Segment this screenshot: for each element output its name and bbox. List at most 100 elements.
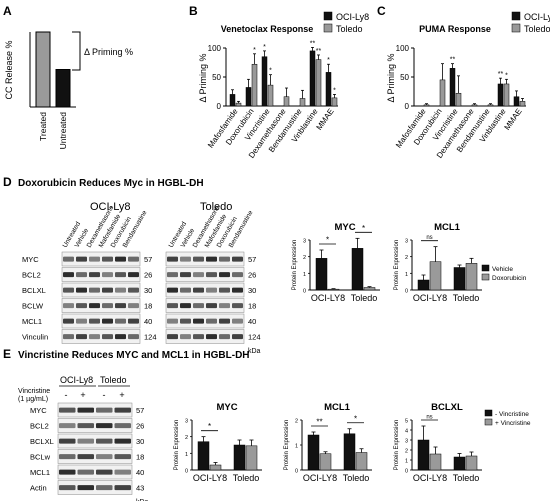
blot-oci-band [76, 256, 87, 262]
blot-toledo-band [206, 334, 217, 340]
tick-label-y: 2 [185, 435, 188, 441]
kda-value: 30 [144, 286, 152, 295]
protein-label-vinculin: Vinculin [22, 333, 48, 342]
blot-oci-band [89, 334, 100, 340]
blot-oci-band [89, 272, 100, 278]
tick-label-y: 100 [396, 44, 410, 53]
bar-vinblastine-oci-ly8 [309, 50, 316, 107]
panel-letter-a: A [3, 4, 12, 18]
blot-oci-band [115, 318, 126, 324]
blot-oci-strip [61, 329, 141, 344]
kda-value: 57 [248, 255, 256, 264]
blot-e-band [77, 438, 94, 444]
blot-toledo-band [193, 256, 204, 262]
blot-toledo-band [167, 256, 178, 262]
tick-label-y: 0 [405, 102, 410, 111]
bar-toledo [351, 248, 364, 291]
protein-label-mcl1: MCL1 [30, 468, 50, 477]
blot-toledo-band [167, 272, 178, 278]
blot-toledo-band [167, 287, 178, 293]
chart-title: MCL1 [434, 222, 461, 233]
significance-star: ** [316, 48, 322, 55]
protein-label-bclxl: BCLXL [30, 437, 54, 446]
blot-oci-band [128, 334, 139, 340]
bar-toledo [363, 287, 376, 291]
blot-toledo-strip [165, 267, 245, 282]
blot-toledo-band [219, 318, 230, 324]
treatment-plus: + [80, 390, 85, 400]
blot-oci-band [89, 256, 100, 262]
y-axis-label: Protein Expression [174, 420, 180, 470]
tick-label-y: 2 [295, 419, 298, 425]
blot-e-band [77, 454, 94, 460]
blot-oci-band [128, 303, 139, 309]
blot-oci-band [102, 303, 113, 309]
blot-toledo-band [167, 318, 178, 324]
blot-toledo-band [180, 287, 191, 293]
significance-star: * [263, 44, 266, 51]
kda-value: 40 [136, 468, 144, 477]
tick-label-oci-ly8: OCI-LY8 [193, 473, 227, 483]
bar-oci-ly8 [429, 261, 442, 291]
bar-mmae-oci-ly8 [325, 72, 332, 107]
blot-e-band [96, 485, 113, 491]
tick-label-mmae: MMAE [503, 107, 524, 132]
blot-e-band [96, 423, 113, 429]
blot-oci-band [115, 303, 126, 309]
bar-toledo [355, 452, 368, 471]
y-axis-label: Δ Priming % [386, 53, 396, 102]
blot-toledo-band [180, 334, 191, 340]
legend-label: Vehicle [492, 266, 513, 273]
protein-label-bcl2: BCL2 [30, 422, 49, 431]
blot-oci-strip [61, 313, 141, 329]
blot-oci-strip [61, 267, 141, 282]
legend-label: - Vincristine [495, 411, 529, 418]
blot-oci-band [76, 303, 87, 309]
kda-value: 18 [144, 302, 152, 311]
tick-label-y: 0 [405, 289, 408, 295]
blot-oci-band [63, 272, 74, 278]
significance-marker: * [208, 422, 211, 431]
chart-title: MYC [334, 222, 355, 233]
tick-label-y: 0 [303, 289, 306, 295]
blot-oci-band [63, 334, 74, 340]
blot-e-band [77, 407, 94, 413]
bar-doxorubicin-toledo [251, 63, 258, 107]
blot-toledo-strip [165, 329, 245, 344]
bar-vinblastine-toledo [503, 83, 510, 107]
blot-toledo-band [232, 303, 243, 309]
blot-oci-band [89, 287, 100, 293]
blot-e-band [114, 423, 131, 429]
tick-label-toledo: Toledo [453, 473, 480, 483]
kda-value: 40 [248, 317, 256, 326]
bar-toledo [465, 455, 478, 471]
blot-e-strip [57, 418, 133, 433]
significance-star: ** [498, 71, 504, 78]
delta-priming-label: Δ Priming % [84, 47, 133, 57]
bar-bendamustine-toledo [299, 98, 306, 107]
blot-toledo-band [219, 256, 230, 262]
protein-label-actin: Actin [30, 484, 47, 493]
blot-toledo-band [232, 256, 243, 262]
blot-toledo-band [193, 334, 204, 340]
blot-toledo-band [232, 287, 243, 293]
blot-e-band [96, 438, 113, 444]
chart-title: MYC [216, 402, 237, 413]
cell-line-toledo: Toledo [200, 201, 232, 213]
blot-e-band [96, 469, 113, 475]
blot-toledo-strip [165, 251, 245, 267]
blot-toledo-strip [165, 282, 245, 298]
blot-oci-band [115, 287, 126, 293]
significance-marker: ns [426, 235, 432, 241]
blot-oci-band [102, 334, 113, 340]
blot-e-band [114, 454, 131, 460]
blot-oci-strip [61, 298, 141, 313]
legend-swatch-toledo [323, 23, 333, 33]
kda-unit: kDa [248, 348, 261, 355]
legend-label: + Vincristine [495, 420, 531, 427]
significance-star: * [327, 57, 330, 64]
bar-mafosfamide-toledo [423, 104, 430, 107]
blot-e-band [114, 438, 131, 444]
kda-value: 18 [136, 453, 144, 462]
bar-oci-ly8 [417, 439, 430, 471]
